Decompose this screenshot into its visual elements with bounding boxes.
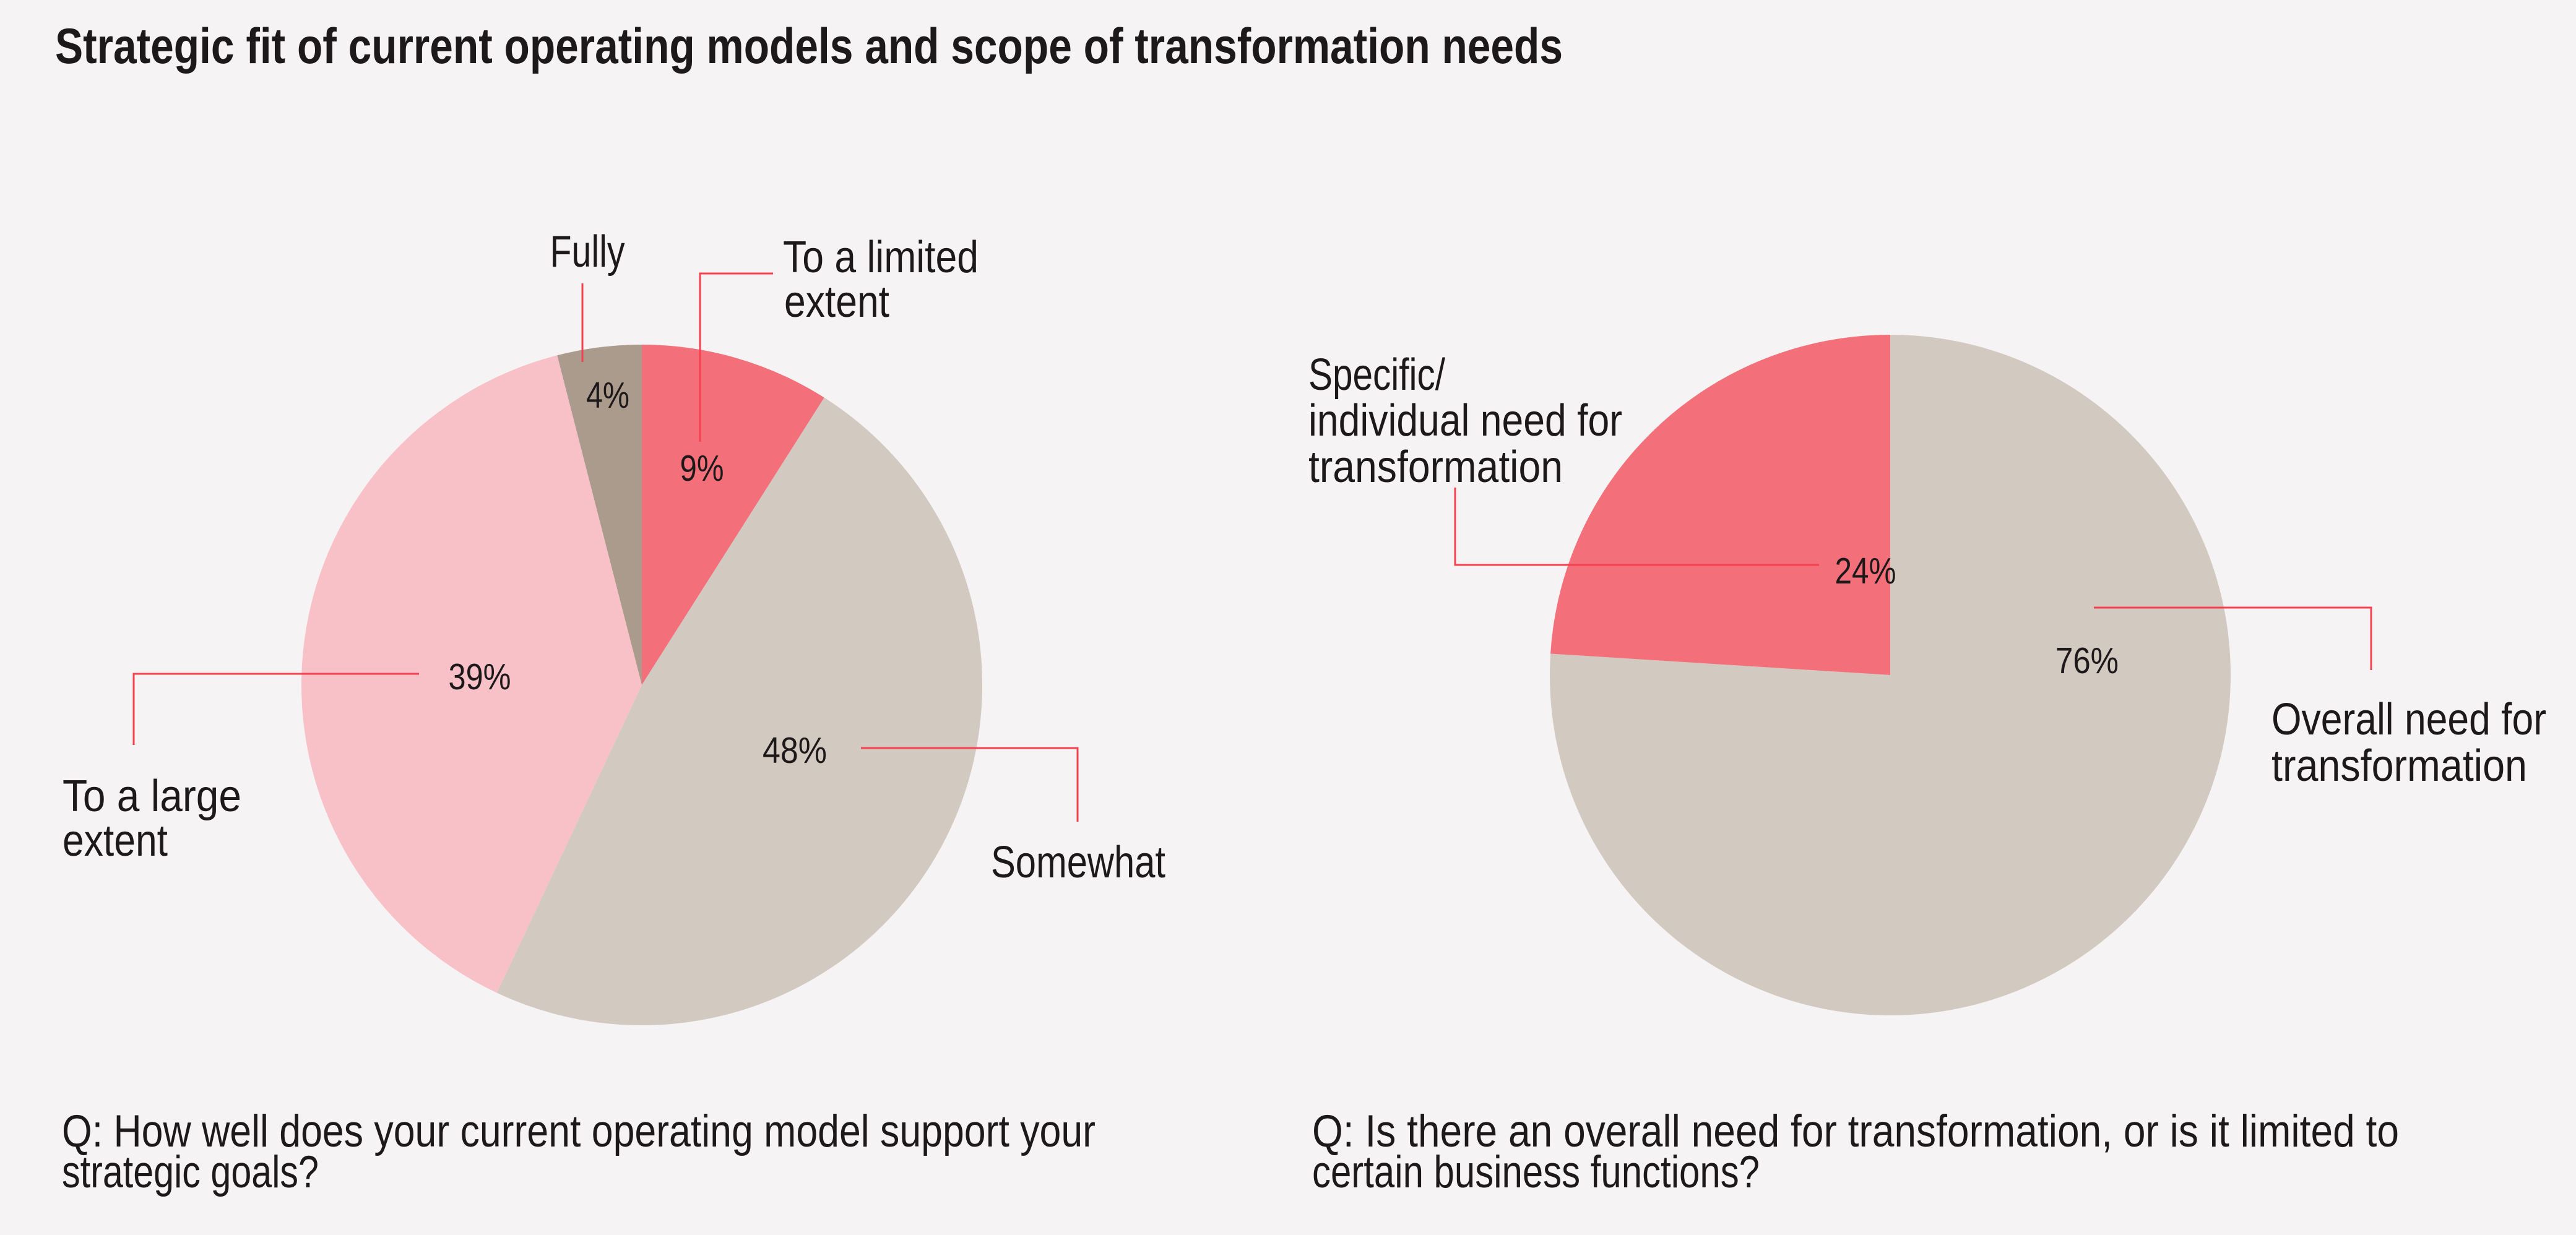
svg-text:transformation: transformation [2271,741,2527,791]
svg-text:Overall need for: Overall need for [2271,695,2546,744]
svg-text:To a limited: To a limited [783,233,979,282]
svg-text:Q: Is there an overall need fo: Q: Is there an overall need for transfor… [1312,1106,2399,1156]
svg-text:24%: 24% [1835,551,1896,592]
svg-text:9%: 9% [680,448,724,489]
svg-text:individual need for: individual need for [1308,396,1622,445]
svg-text:Specific/: Specific/ [1308,350,1445,400]
svg-text:certain business functions?: certain business functions? [1312,1147,1760,1197]
svg-text:Somewhat: Somewhat [991,838,1165,887]
svg-text:Q: How well does your current: Q: How well does your current operating … [62,1106,1096,1156]
svg-text:transformation: transformation [1308,442,1563,492]
svg-text:76%: 76% [2055,640,2119,681]
svg-text:39%: 39% [449,656,511,697]
svg-text:48%: 48% [763,730,827,771]
svg-text:To a large: To a large [63,772,241,821]
svg-text:strategic goals?: strategic goals? [62,1147,319,1197]
svg-text:4%: 4% [586,375,629,416]
svg-text:extent: extent [784,277,889,327]
svg-text:Strategic fit of current opera: Strategic fit of current operating model… [55,19,1563,74]
svg-text:extent: extent [63,816,168,866]
svg-text:Fully: Fully [550,227,625,277]
